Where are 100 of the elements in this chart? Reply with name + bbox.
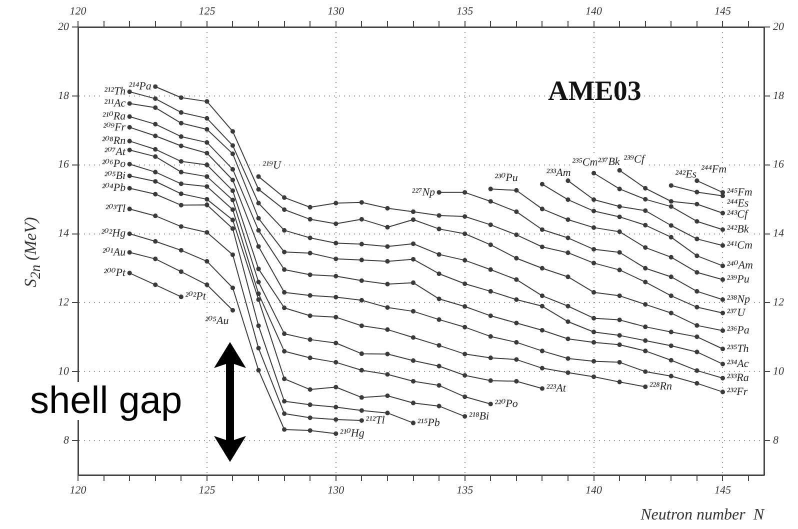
point [643, 266, 648, 271]
point [334, 384, 338, 390]
point [643, 186, 648, 191]
point [488, 186, 493, 192]
point [617, 229, 622, 234]
point [694, 190, 700, 194]
annotation: ²⁰⁶Po [102, 158, 126, 170]
point [282, 250, 287, 254]
point [410, 217, 416, 222]
point [127, 101, 132, 106]
point [230, 252, 236, 258]
point [230, 198, 236, 202]
point [282, 207, 287, 212]
annotation: ²²⁷Np [412, 186, 436, 198]
point [591, 208, 596, 214]
x2-tick-label: 135 [456, 5, 474, 18]
point [617, 214, 622, 220]
point [668, 199, 674, 204]
annotation: ²⁴¹Cm [726, 239, 752, 252]
point [668, 254, 674, 260]
point [256, 216, 261, 221]
point [617, 380, 622, 384]
point [127, 162, 132, 166]
point [488, 313, 493, 318]
point [385, 393, 390, 398]
point [591, 358, 596, 364]
point [127, 138, 132, 144]
point [178, 170, 184, 174]
point [462, 281, 468, 286]
point [204, 116, 210, 121]
point [282, 398, 287, 404]
point [410, 420, 416, 426]
annotation: ²⁴⁰Am [726, 260, 753, 272]
point [256, 200, 261, 206]
point [127, 250, 132, 255]
point [643, 338, 648, 343]
point [178, 134, 184, 139]
point [359, 298, 364, 303]
point [643, 302, 648, 307]
point [308, 272, 312, 278]
x-tick-label: 130 [328, 484, 345, 496]
point [643, 208, 648, 213]
point [540, 328, 545, 333]
point [694, 323, 700, 328]
x-tick-label: 125 [198, 484, 216, 496]
point [153, 105, 158, 110]
point [153, 154, 158, 159]
point [127, 206, 132, 212]
x2-tick-label: 130 [328, 5, 345, 18]
point [668, 223, 674, 228]
point [488, 267, 493, 272]
point [308, 236, 312, 240]
point [334, 417, 338, 422]
point [204, 184, 210, 189]
point [334, 200, 338, 206]
point [462, 352, 468, 356]
point [540, 386, 545, 391]
point [462, 258, 468, 263]
point [643, 197, 648, 202]
point [410, 209, 416, 214]
x-tick-label: 120 [70, 484, 87, 496]
point [153, 282, 158, 288]
point [334, 274, 338, 278]
point [591, 170, 596, 176]
y-tick-label: 20 [58, 20, 70, 33]
annotation: ²¹⁰Ra [102, 110, 126, 122]
point [385, 327, 390, 332]
point [540, 206, 545, 212]
point [127, 148, 132, 152]
point [385, 282, 390, 286]
point [334, 240, 338, 246]
y2-tick-label: 12 [773, 296, 784, 309]
point [566, 304, 570, 308]
point [694, 178, 700, 183]
y-tick-label: 18 [58, 90, 70, 102]
point [694, 334, 700, 340]
point [566, 250, 570, 256]
point [540, 304, 545, 308]
y2-tick-label: 14 [773, 228, 784, 240]
point [359, 258, 364, 262]
y-tick-label: 12 [58, 296, 70, 309]
point [204, 174, 210, 179]
point [178, 120, 184, 126]
point [385, 410, 390, 416]
annotation: ²⁰⁴Pb [102, 182, 126, 194]
point [591, 246, 596, 252]
annotation: ²¹¹Ac [104, 97, 126, 110]
point [204, 140, 210, 145]
point [488, 242, 493, 248]
annotation: ²²³At [546, 382, 567, 394]
point [720, 310, 726, 316]
point [359, 351, 364, 356]
point [308, 204, 312, 210]
point [566, 217, 570, 222]
point [566, 356, 570, 361]
point [540, 348, 545, 354]
point [668, 374, 674, 378]
y-tick-label: 14 [58, 228, 70, 240]
annotation: ²³⁹Cf [624, 153, 646, 166]
point [591, 197, 596, 202]
